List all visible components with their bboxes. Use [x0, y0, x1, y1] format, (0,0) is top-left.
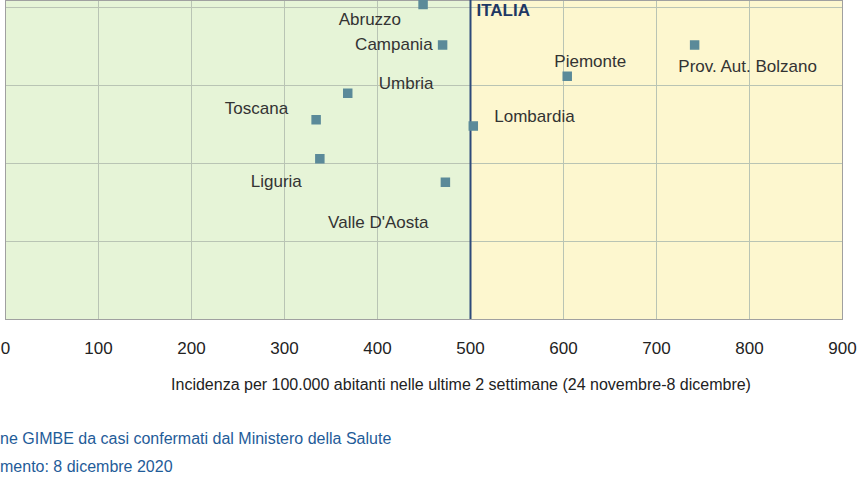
svg-text:Lombardia: Lombardia	[494, 107, 575, 126]
svg-text:200: 200	[177, 339, 205, 358]
html-text:Incidenza per 100.000 abitanti: Incidenza per 100.000 abitanti nelle ult…	[171, 376, 751, 393]
svg-text:ITALIA: ITALIA	[477, 1, 531, 20]
svg-text:800: 800	[735, 339, 763, 358]
svg-text:700: 700	[642, 339, 670, 358]
svg-text:Valle D'Aosta: Valle D'Aosta	[328, 213, 429, 232]
svg-text:600: 600	[549, 339, 577, 358]
svg-text:0: 0	[1, 339, 10, 358]
svg-text:Liguria: Liguria	[251, 172, 303, 191]
svg-text:Umbria: Umbria	[379, 74, 434, 93]
svg-text:300: 300	[270, 339, 298, 358]
svg-text:500: 500	[456, 339, 484, 358]
svg-text:Campania: Campania	[355, 35, 433, 54]
svg-text:100: 100	[84, 339, 112, 358]
svg-text:Piemonte: Piemonte	[554, 52, 626, 71]
svg-text:Toscana: Toscana	[225, 99, 289, 118]
html-text:mento: 8 dicembre 2020: mento: 8 dicembre 2020	[0, 458, 173, 475]
svg-text:Prov. Aut. Bolzano: Prov. Aut. Bolzano	[678, 57, 817, 76]
svg-text:400: 400	[363, 339, 391, 358]
svg-text:Abruzzo: Abruzzo	[339, 10, 401, 29]
html-text:ne GIMBE da casi confermati da: ne GIMBE da casi confermati dal Minister…	[0, 430, 392, 447]
svg-text:900: 900	[828, 339, 856, 358]
